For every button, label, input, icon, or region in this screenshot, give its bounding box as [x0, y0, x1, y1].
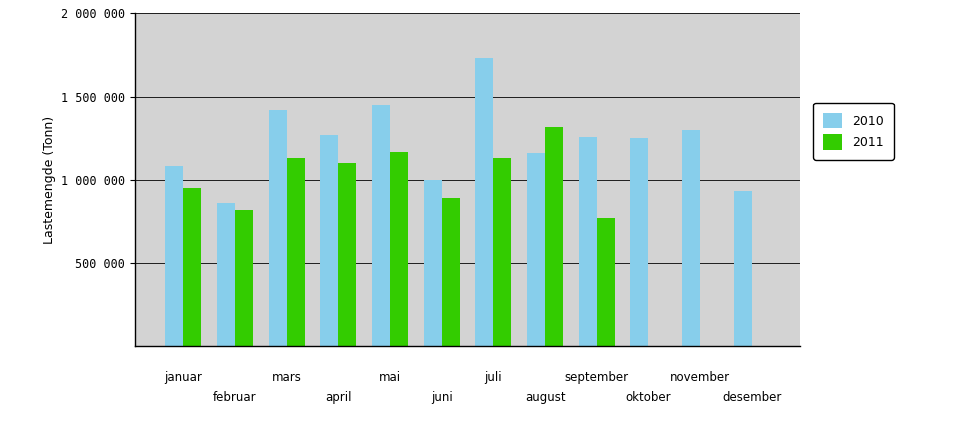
- Bar: [286, 158, 305, 346]
- Bar: [165, 166, 183, 346]
- Bar: [682, 130, 700, 346]
- Text: september: september: [565, 371, 629, 385]
- Text: august: august: [524, 391, 565, 404]
- Legend: 2010, 2011: 2010, 2011: [813, 103, 894, 159]
- Text: oktober: oktober: [626, 391, 671, 404]
- Bar: [372, 105, 390, 346]
- Bar: [423, 180, 442, 346]
- Bar: [390, 151, 408, 346]
- Bar: [183, 188, 201, 346]
- Text: februar: februar: [213, 391, 256, 404]
- Bar: [235, 210, 254, 346]
- Bar: [269, 110, 286, 346]
- Text: juli: juli: [485, 371, 502, 385]
- Text: april: april: [325, 391, 352, 404]
- Bar: [597, 218, 615, 346]
- Bar: [527, 153, 545, 346]
- Bar: [217, 203, 235, 346]
- Bar: [320, 135, 338, 346]
- Bar: [442, 198, 460, 346]
- Text: januar: januar: [164, 371, 202, 385]
- Text: desember: desember: [722, 391, 782, 404]
- Bar: [338, 163, 357, 346]
- Bar: [545, 127, 563, 346]
- Bar: [578, 137, 597, 346]
- Text: november: november: [670, 371, 730, 385]
- Y-axis label: Lastemengde (Tonn): Lastemengde (Tonn): [42, 116, 56, 244]
- Text: mai: mai: [379, 371, 401, 385]
- Text: juni: juni: [431, 391, 452, 404]
- Text: mars: mars: [272, 371, 302, 385]
- Bar: [494, 158, 512, 346]
- Bar: [630, 138, 649, 346]
- Bar: [734, 191, 752, 346]
- Bar: [475, 58, 494, 346]
